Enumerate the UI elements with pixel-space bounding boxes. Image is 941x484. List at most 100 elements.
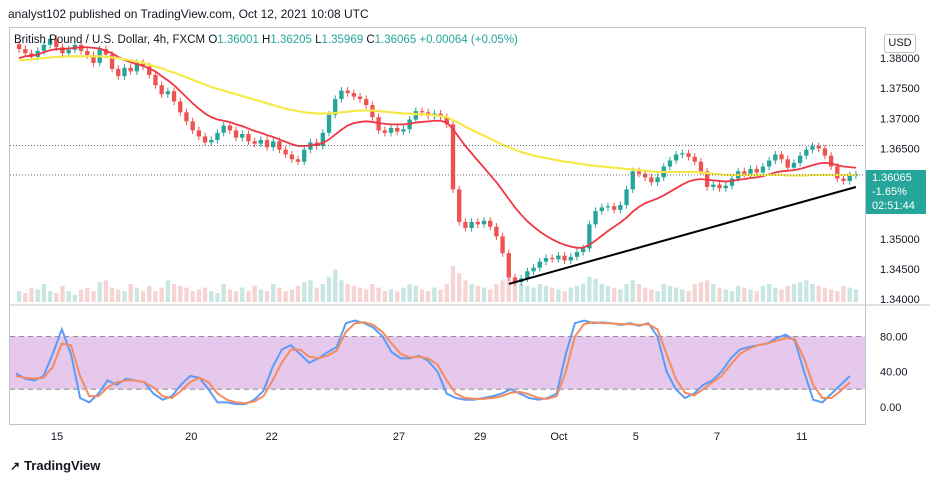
volume-bar	[469, 284, 474, 302]
volume-bar	[85, 287, 90, 302]
volume-bar	[388, 289, 394, 302]
change-value: +0.00064 (+0.05%)	[419, 34, 518, 46]
candle-body	[686, 153, 691, 157]
candle-body	[766, 160, 772, 167]
support-trendline	[508, 186, 857, 285]
open-value: 1.36001	[217, 34, 259, 46]
volume-bar	[128, 284, 133, 302]
candle-body	[835, 166, 840, 179]
volume-bar	[624, 284, 629, 302]
volume-bar	[463, 280, 468, 302]
volume-bar	[72, 294, 78, 302]
candle-body	[537, 261, 542, 268]
volume-bar	[562, 291, 567, 302]
volume-bar	[240, 287, 245, 302]
candle-body	[202, 136, 208, 143]
candle-body	[264, 140, 270, 148]
candle-body	[16, 44, 22, 50]
time-tick-label: 5	[633, 431, 639, 443]
volume-bar	[704, 280, 710, 302]
candle-body	[574, 252, 580, 257]
volume-bar	[444, 284, 449, 302]
price-change-pct: -1.65%	[872, 186, 907, 198]
candle-body	[580, 248, 586, 253]
volume-bar	[302, 282, 307, 302]
volume-bar	[153, 291, 158, 302]
volume-bar	[140, 291, 146, 302]
candle-body	[382, 130, 387, 133]
price-tick-label: 1.36500	[880, 143, 920, 155]
volume-bar	[773, 287, 778, 302]
volume-bar	[246, 291, 251, 302]
volume-bar	[760, 285, 766, 302]
time-axis: 15 20 22 27 29 Oct 5 7 11	[51, 431, 808, 443]
volume-bar	[450, 266, 456, 302]
candle-body	[351, 93, 356, 97]
volume-bar	[134, 287, 140, 302]
volume-bar	[618, 289, 623, 302]
ema-slow-line	[18, 55, 856, 177]
volume-bar	[828, 289, 834, 302]
ohlc-legend: British Pound / U.S. Dollar, 4h, FXCM O1…	[14, 34, 518, 46]
candle-body	[339, 90, 344, 100]
volume-bar	[457, 273, 462, 302]
candle-body	[289, 154, 295, 160]
volume-bar	[519, 284, 524, 302]
low-value: 1.35969	[321, 34, 364, 46]
candle-body	[543, 258, 549, 262]
volume-bar	[841, 285, 846, 302]
candle-body	[754, 168, 759, 173]
tradingview-logo[interactable]: ↗ TradingView	[10, 458, 100, 473]
candle-body	[66, 49, 71, 54]
volume-bar	[605, 285, 611, 302]
price-tick-label: 1.34000	[880, 294, 920, 306]
volume-bar	[481, 287, 487, 302]
last-price-tag: 1.36065 -1.65% 02:51:44	[866, 170, 926, 214]
volume-bar	[810, 284, 815, 302]
volume-bar	[649, 289, 654, 302]
volume-bar	[735, 285, 741, 302]
volume-bar	[804, 280, 809, 302]
candle-body	[190, 121, 195, 131]
currency-button[interactable]: USD	[884, 34, 916, 53]
volume-bar	[221, 284, 226, 302]
volume-bar	[556, 289, 561, 302]
volume-bar	[574, 285, 580, 302]
volume-bar	[97, 282, 102, 302]
candle-body	[227, 125, 233, 131]
stochastic-panel: 0.00 40.00 80.00	[10, 304, 930, 414]
candle-body	[196, 130, 202, 137]
candle-body	[41, 44, 47, 51]
candle-body	[85, 50, 90, 56]
moving-averages	[18, 46, 856, 249]
candle-body	[463, 221, 468, 228]
volume-bar	[630, 280, 635, 302]
candle-body	[599, 207, 604, 212]
volume-bar	[599, 284, 604, 302]
close-value: 1.36065	[374, 34, 417, 46]
volume-bar	[159, 287, 164, 302]
volume-bar	[766, 284, 772, 302]
bar-countdown: 02:51:44	[872, 200, 915, 212]
candle-body	[822, 148, 828, 156]
volume-bar	[494, 284, 499, 302]
candle-body	[748, 168, 753, 174]
time-tick-label: 27	[393, 431, 405, 443]
candle-body	[773, 154, 778, 161]
candle-body	[791, 162, 797, 168]
candle-body	[271, 141, 276, 148]
candle-body	[401, 129, 406, 132]
candle-body	[562, 255, 567, 261]
volume-bar	[320, 284, 325, 302]
volume-bar	[171, 284, 177, 302]
candle-body	[457, 189, 462, 222]
volume-bar	[692, 284, 697, 302]
volume-bar	[512, 282, 518, 302]
volume-bar	[60, 285, 65, 302]
candle-body	[333, 99, 338, 115]
volume-bar	[748, 289, 753, 302]
time-tick-label: 22	[266, 431, 278, 443]
volume-bar	[202, 287, 208, 302]
volume-bar	[314, 287, 319, 302]
